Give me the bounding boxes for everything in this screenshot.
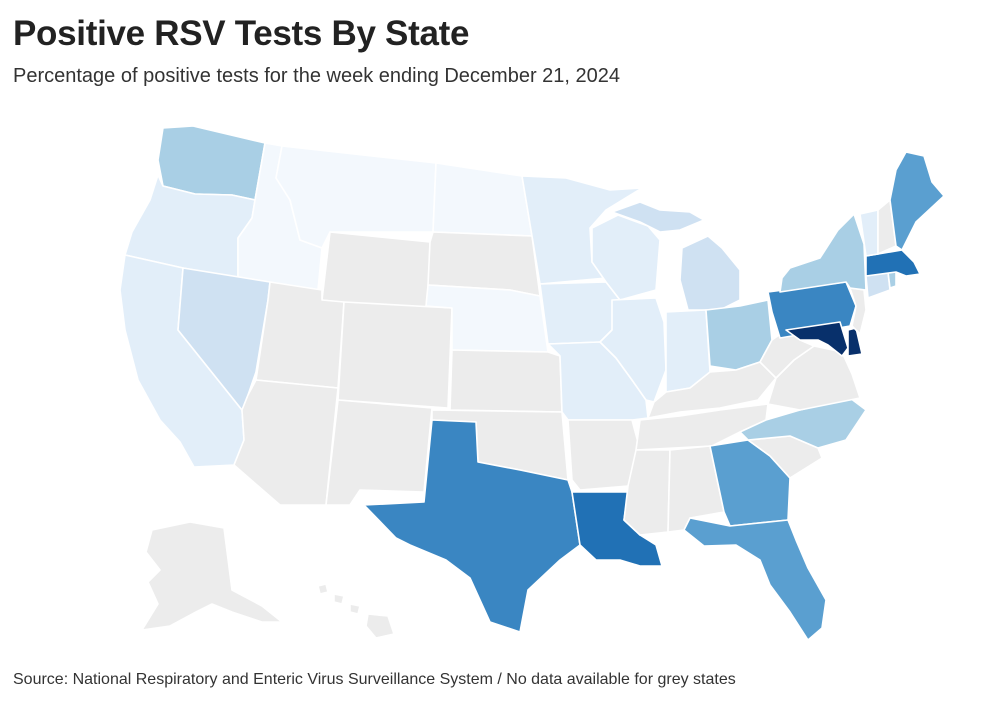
state-ak[interactable] <box>141 521 283 631</box>
state-me[interactable] <box>889 151 945 251</box>
state-wy[interactable] <box>321 231 431 313</box>
state-co[interactable] <box>337 301 453 409</box>
state-mi[interactable] <box>611 201 741 311</box>
state-de[interactable] <box>847 327 863 357</box>
us-choropleth-map <box>0 100 1000 660</box>
state-ks[interactable] <box>449 349 563 413</box>
state-wi[interactable] <box>591 214 661 301</box>
state-nd[interactable] <box>432 162 533 237</box>
state-ny[interactable] <box>779 213 867 293</box>
state-tx[interactable] <box>363 419 581 633</box>
state-mt[interactable] <box>275 145 437 249</box>
state-hi[interactable] <box>317 583 395 639</box>
state-nc[interactable] <box>739 397 867 449</box>
state-ma[interactable] <box>865 249 921 277</box>
state-az[interactable] <box>233 379 339 506</box>
state-fl[interactable] <box>683 517 827 641</box>
us-map-svg <box>119 125 945 641</box>
state-ky[interactable] <box>647 361 777 419</box>
map-title: Positive RSV Tests By State <box>13 14 470 53</box>
state-ri[interactable] <box>887 271 897 289</box>
state-md[interactable] <box>785 321 849 357</box>
state-nm[interactable] <box>325 399 433 506</box>
state-il[interactable] <box>599 297 667 403</box>
source-note: Source: National Respiratory and Enteric… <box>13 671 736 688</box>
state-wv[interactable] <box>759 329 815 379</box>
state-mn[interactable] <box>521 175 643 285</box>
map-subtitle: Percentage of positive tests for the wee… <box>13 65 621 87</box>
